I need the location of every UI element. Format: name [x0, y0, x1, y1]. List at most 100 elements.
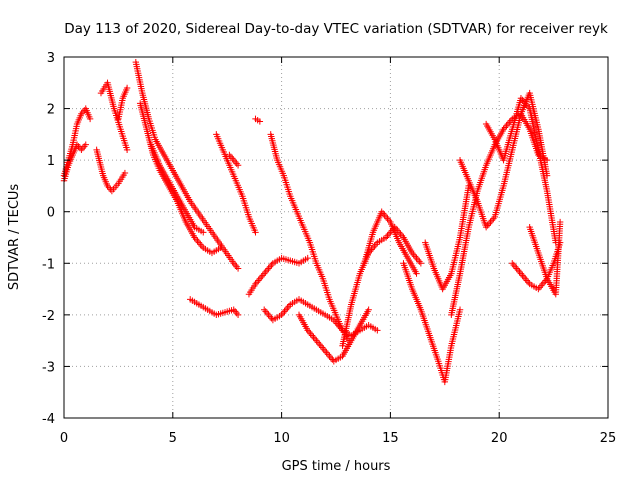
data-point-interp	[326, 352, 333, 360]
x-tick-label: 20	[491, 431, 508, 446]
data-point-interp	[268, 261, 275, 269]
data-point	[413, 270, 420, 277]
data-point	[417, 260, 425, 267]
data-point-interp	[265, 265, 272, 272]
series-track-t	[422, 182, 472, 293]
data-point-interp	[384, 232, 391, 239]
data-point-interp	[414, 256, 422, 264]
data-point-interp	[307, 330, 314, 337]
data-point-interp	[487, 218, 494, 226]
data-point-interp	[539, 280, 546, 288]
data-point	[78, 146, 85, 154]
data-point	[260, 270, 268, 277]
data-point	[256, 118, 264, 125]
data-point-interp	[308, 332, 316, 339]
series-track-m	[267, 131, 353, 344]
series-track-r	[361, 208, 420, 277]
data-point	[556, 218, 564, 226]
data-point-interp	[197, 241, 204, 248]
data-point	[456, 306, 464, 313]
chart-title: Day 113 of 2020, Sidereal Day-to-day VTE…	[64, 21, 608, 37]
data-point	[234, 265, 242, 272]
plot-frame	[63, 56, 609, 419]
series-track-k	[226, 151, 242, 169]
data-point-interp	[314, 339, 322, 346]
data-point-interp	[198, 242, 206, 250]
data-point-interp	[285, 303, 293, 310]
data-point-interp	[233, 309, 240, 317]
series-track-y	[526, 218, 564, 298]
data-point	[252, 229, 259, 236]
data-point-interp	[258, 273, 265, 281]
data-point-interp	[324, 351, 332, 358]
data-point	[82, 141, 89, 148]
data-point	[226, 151, 233, 159]
data-point-interp	[510, 261, 517, 269]
data-point-interp	[282, 306, 290, 313]
series-track-w	[482, 95, 559, 246]
data-point	[374, 327, 381, 334]
data-point-interp	[284, 304, 291, 312]
data-point	[509, 260, 516, 267]
data-point-interp	[233, 263, 240, 270]
data-point-interp	[488, 217, 496, 224]
data-point-interp	[79, 144, 87, 152]
y-tick-label: 1	[47, 154, 55, 169]
axis-ticks: 0 5 10 15 20 25 -4 -3 -2 -1 0 1 2 3	[42, 51, 616, 446]
data-point-interp	[485, 220, 493, 227]
data-point-interp	[263, 309, 271, 317]
series-track-i	[187, 296, 242, 319]
series-track-d	[97, 79, 131, 154]
y-tick-label: 2	[47, 103, 55, 118]
data-point-interp	[281, 308, 288, 315]
data-point	[260, 306, 268, 313]
series-track-n	[245, 254, 311, 298]
data-point-interp	[416, 258, 423, 265]
data-point-interp	[411, 253, 419, 260]
y-tick-label: -1	[42, 257, 55, 272]
y-tick-label: -2	[42, 309, 55, 324]
y-axis-label: SDTVAR / TECUs	[7, 184, 22, 291]
series-track-b	[60, 141, 89, 184]
x-tick-label: 10	[273, 431, 290, 446]
x-tick-label: 15	[382, 431, 399, 446]
data-point-interp	[310, 334, 317, 341]
x-tick-label: 5	[169, 431, 177, 446]
y-tick-label: -3	[42, 360, 55, 375]
data-point	[123, 84, 131, 92]
data-point-interp	[320, 346, 327, 353]
x-tick-label: 0	[60, 431, 68, 446]
data-point	[121, 169, 129, 177]
data-point-interp	[519, 272, 526, 279]
data-point	[86, 115, 94, 123]
data-point-interp	[516, 268, 523, 276]
series-track-s	[400, 260, 464, 386]
data-point-interp	[255, 277, 262, 284]
data-point-interp	[504, 120, 512, 128]
data-point-interp	[81, 143, 88, 150]
data-point-interp	[372, 241, 380, 248]
data-point-interp	[520, 273, 528, 281]
data-point-interp	[253, 278, 261, 286]
data-point-interp	[316, 340, 323, 348]
series-track-e	[115, 84, 131, 123]
data-point-interp	[384, 215, 391, 222]
data-point-interp	[194, 237, 201, 245]
data-point-interp	[195, 239, 203, 246]
data-point-interp	[231, 308, 239, 315]
data-point	[217, 244, 224, 252]
data-point-interp	[263, 266, 271, 274]
data-point-interp	[256, 275, 264, 282]
data-point	[321, 347, 329, 355]
data-point	[313, 337, 320, 344]
data-point	[200, 229, 207, 236]
data-point-interp	[311, 335, 319, 343]
y-tick-label: 3	[47, 51, 55, 66]
data-point-interp	[265, 311, 272, 319]
data-point	[234, 162, 242, 169]
data-point-interp	[382, 213, 390, 221]
data-point-interp	[279, 309, 287, 317]
series-track-j	[213, 131, 259, 236]
data-point-interp	[259, 272, 266, 279]
